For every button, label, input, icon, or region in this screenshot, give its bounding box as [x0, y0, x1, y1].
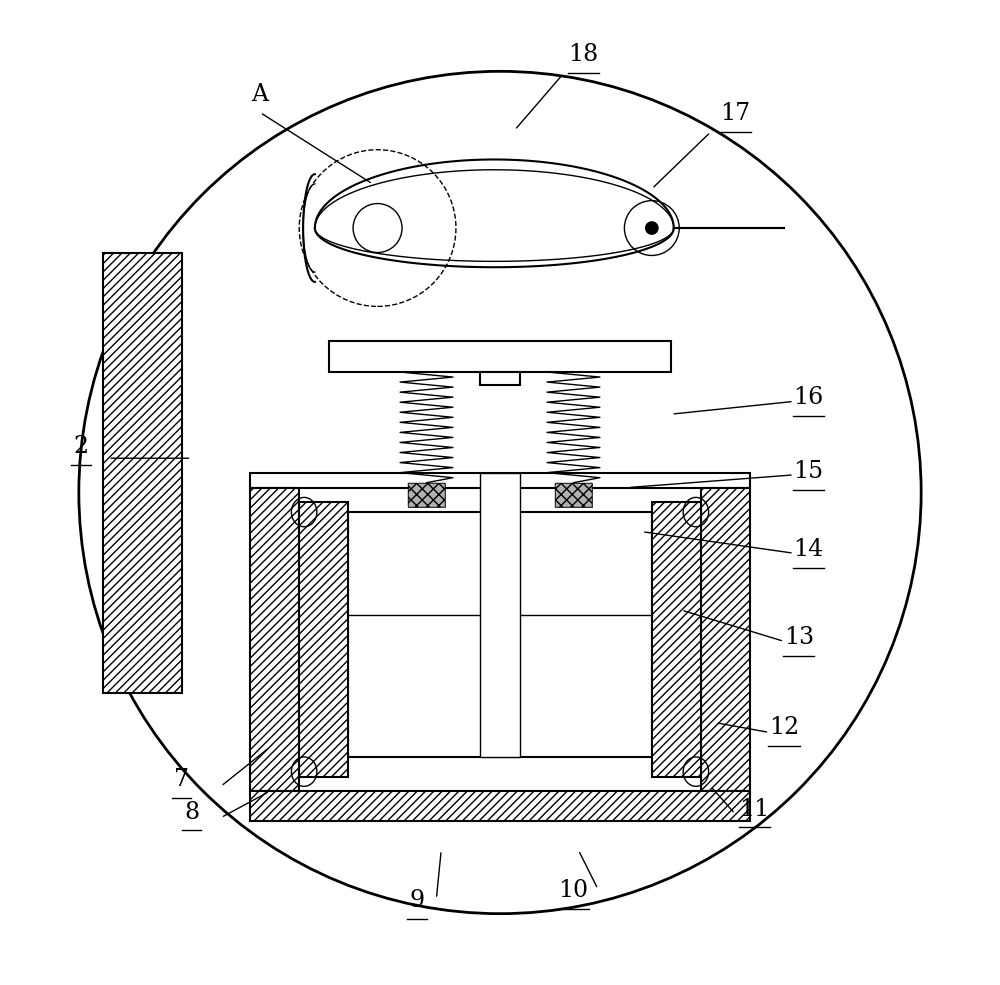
Bar [480, 372, 520, 385]
Bar [480, 473, 520, 756]
Text: 2: 2 [73, 435, 88, 458]
Bar [250, 473, 750, 488]
Bar [250, 488, 299, 791]
Text: 9: 9 [409, 888, 424, 912]
Text: 8: 8 [184, 801, 199, 823]
Bar [250, 488, 299, 791]
Bar [103, 252, 182, 693]
Text: A: A [252, 83, 269, 105]
Bar [555, 483, 592, 507]
Bar [299, 502, 348, 776]
Text: 17: 17 [720, 102, 750, 125]
Text: 18: 18 [568, 43, 598, 66]
Text: 11: 11 [740, 798, 770, 821]
Bar [103, 252, 182, 693]
Bar [701, 488, 750, 791]
Bar [701, 488, 750, 791]
Bar [408, 483, 445, 507]
Bar [299, 502, 348, 776]
Text: 10: 10 [558, 879, 589, 902]
Bar [348, 512, 652, 756]
Text: 12: 12 [769, 716, 799, 740]
Text: 14: 14 [793, 538, 824, 561]
Bar [408, 483, 445, 507]
Bar [555, 483, 592, 507]
Bar [652, 502, 701, 776]
Bar [329, 341, 671, 372]
Text: 16: 16 [793, 386, 824, 409]
Circle shape [645, 222, 659, 234]
Text: 13: 13 [784, 626, 814, 649]
Text: 15: 15 [793, 460, 824, 483]
Bar [250, 791, 750, 821]
Bar [652, 502, 701, 776]
Bar [250, 791, 750, 821]
Text: 7: 7 [174, 768, 189, 791]
